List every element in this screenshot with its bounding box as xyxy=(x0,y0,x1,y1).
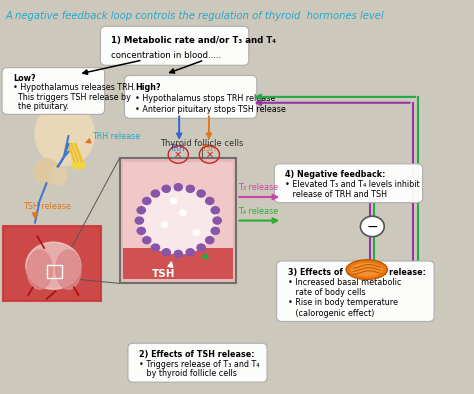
Text: rate of body cells: rate of body cells xyxy=(288,288,365,297)
Text: ✕: ✕ xyxy=(174,150,182,160)
Text: Low?: Low? xyxy=(13,74,36,83)
Circle shape xyxy=(360,216,384,237)
Text: ✕: ✕ xyxy=(205,150,213,160)
Ellipse shape xyxy=(35,103,94,165)
FancyBboxPatch shape xyxy=(120,158,237,283)
Text: TRH release: TRH release xyxy=(92,132,140,141)
FancyBboxPatch shape xyxy=(3,227,101,301)
Text: 3) Effects of T₃ and T₄ release:: 3) Effects of T₃ and T₄ release: xyxy=(288,268,426,277)
Text: This triggers TSH release by: This triggers TSH release by xyxy=(13,93,131,102)
Circle shape xyxy=(193,230,200,235)
Ellipse shape xyxy=(27,250,52,289)
Circle shape xyxy=(211,227,219,234)
Circle shape xyxy=(137,227,146,234)
Text: • Hypothalamus releases TRH.: • Hypothalamus releases TRH. xyxy=(13,83,136,92)
FancyBboxPatch shape xyxy=(100,26,249,65)
Circle shape xyxy=(174,184,182,191)
Text: High?: High? xyxy=(136,83,161,92)
Circle shape xyxy=(161,222,168,227)
Text: −: − xyxy=(366,219,378,234)
Circle shape xyxy=(206,237,214,244)
Text: TRH: TRH xyxy=(170,144,186,153)
Text: (calorogenic effect): (calorogenic effect) xyxy=(288,309,374,318)
Ellipse shape xyxy=(49,165,67,185)
Circle shape xyxy=(75,163,82,168)
Text: TSH release: TSH release xyxy=(23,202,71,211)
Text: release of TRH and TSH: release of TRH and TSH xyxy=(285,190,387,199)
FancyBboxPatch shape xyxy=(125,76,257,118)
Text: T₄ release: T₄ release xyxy=(238,207,278,216)
Text: • Increased basal metabolic: • Increased basal metabolic xyxy=(288,278,401,287)
FancyBboxPatch shape xyxy=(123,162,233,279)
Text: T₃ release: T₃ release xyxy=(238,183,278,192)
FancyBboxPatch shape xyxy=(274,164,423,203)
Text: the pituitary.: the pituitary. xyxy=(13,102,69,111)
Circle shape xyxy=(135,217,144,224)
Circle shape xyxy=(197,244,205,251)
Circle shape xyxy=(143,197,151,204)
Text: 4) Negative feedback:: 4) Negative feedback: xyxy=(285,171,386,179)
Ellipse shape xyxy=(34,159,59,184)
Circle shape xyxy=(72,163,78,168)
FancyBboxPatch shape xyxy=(2,68,105,114)
Text: 1) Metabolic rate and/or T₃ and T₄: 1) Metabolic rate and/or T₃ and T₄ xyxy=(111,36,276,45)
Circle shape xyxy=(137,207,146,214)
Text: • Hypothalamus stops TRH release: • Hypothalamus stops TRH release xyxy=(136,94,276,103)
Text: concentration in blood.....: concentration in blood..... xyxy=(111,51,221,60)
Circle shape xyxy=(206,197,214,204)
FancyBboxPatch shape xyxy=(277,261,434,322)
Text: • Elevated T₃ and T₄ levels inhibit: • Elevated T₃ and T₄ levels inhibit xyxy=(285,180,420,189)
Circle shape xyxy=(171,198,177,204)
Circle shape xyxy=(79,163,85,168)
Circle shape xyxy=(151,190,160,197)
Text: TSH: TSH xyxy=(202,144,217,153)
Circle shape xyxy=(213,217,221,224)
Circle shape xyxy=(174,251,182,257)
Circle shape xyxy=(211,207,219,214)
Circle shape xyxy=(186,249,194,256)
Text: • Anterior pituitary stops TSH release: • Anterior pituitary stops TSH release xyxy=(136,105,286,114)
Circle shape xyxy=(186,185,194,192)
Ellipse shape xyxy=(26,242,81,289)
Text: by thyroid follicle cells: by thyroid follicle cells xyxy=(139,370,237,379)
Text: • Rise in body temperature: • Rise in body temperature xyxy=(288,299,398,307)
Circle shape xyxy=(139,187,217,254)
FancyBboxPatch shape xyxy=(123,248,233,279)
Circle shape xyxy=(180,210,186,216)
FancyBboxPatch shape xyxy=(128,343,267,382)
Circle shape xyxy=(143,237,151,244)
Text: • Triggers release of T₃ and T₄: • Triggers release of T₃ and T₄ xyxy=(139,360,259,369)
Text: A negative feedback loop controls the regulation of thyroid  hormones level: A negative feedback loop controls the re… xyxy=(5,11,384,20)
Circle shape xyxy=(151,244,160,251)
Circle shape xyxy=(197,190,205,197)
Text: 2) Effects of TSH release:: 2) Effects of TSH release: xyxy=(139,350,255,359)
Text: Thyroid follicle cells: Thyroid follicle cells xyxy=(160,139,244,149)
Circle shape xyxy=(162,185,170,192)
Ellipse shape xyxy=(56,250,81,289)
Circle shape xyxy=(162,249,170,256)
Ellipse shape xyxy=(351,263,383,277)
Ellipse shape xyxy=(346,260,387,279)
Text: TSH: TSH xyxy=(151,269,175,279)
